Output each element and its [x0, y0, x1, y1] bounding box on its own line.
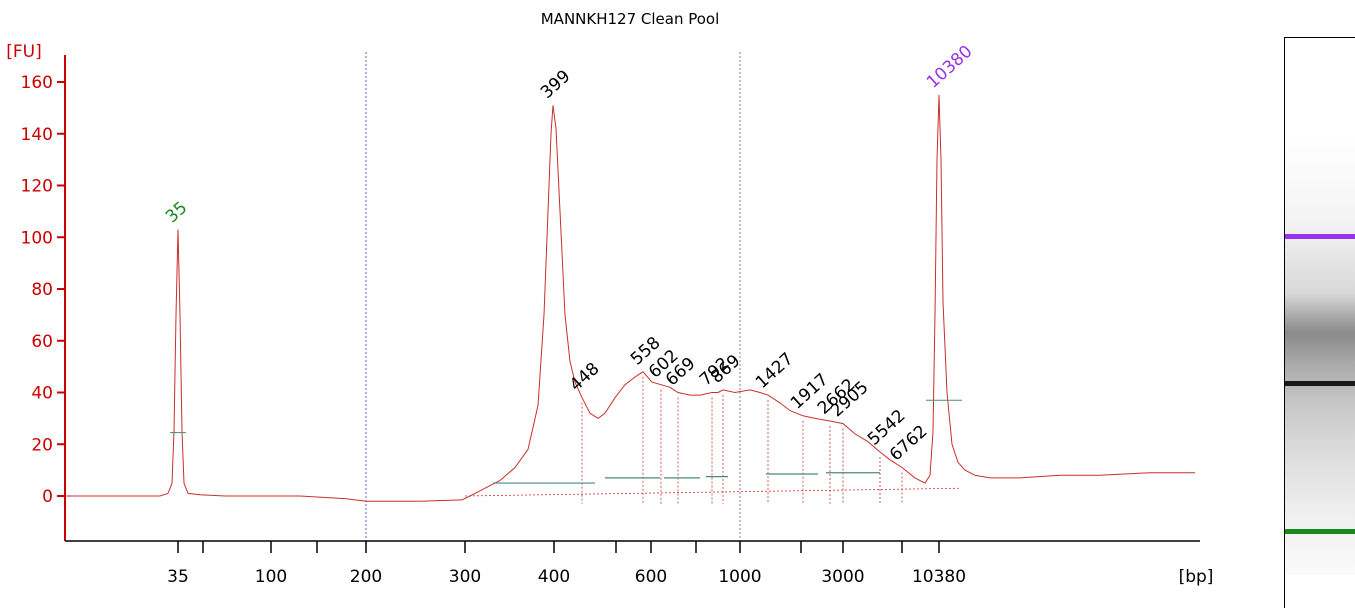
electropherogram-chart: MANNKH127 Clean Pool [FU] [bp] 0 20 40 60 80… — [6, 10, 1214, 587]
y-axis: 0 20 40 60 80 100 120 140 160 — [21, 55, 66, 541]
x-tick-label: 10380 — [912, 567, 966, 587]
y-tick-label: 60 — [31, 332, 53, 352]
x-axis: 35 100 200 300 400 600 1000 3000 10380 — [65, 540, 1200, 587]
gel-lane — [1285, 135, 1355, 575]
y-tick-label: 100 — [21, 228, 53, 248]
y-tick-label: 40 — [31, 384, 53, 404]
lower-marker-band — [1285, 529, 1355, 534]
x-axis-label: [bp] — [1179, 567, 1214, 587]
peak-label: 399 — [537, 66, 575, 103]
x-tick-label: 200 — [350, 567, 382, 587]
y-tick-label: 20 — [31, 435, 53, 455]
y-tick-label: 160 — [21, 73, 53, 93]
y-tick-label: 120 — [21, 177, 53, 197]
sample-peak-band — [1285, 381, 1355, 386]
y-axis-label: [FU] — [6, 42, 42, 62]
gel-smear — [1285, 135, 1355, 575]
y-tick-label: 140 — [21, 125, 53, 145]
electropherogram-trace — [65, 94, 1195, 504]
x-tick-label: 300 — [449, 567, 481, 587]
x-tick-label: 1000 — [718, 567, 761, 587]
x-tick-label: 35 — [167, 567, 189, 587]
gel-image-panel — [1284, 37, 1355, 608]
trace-line — [65, 94, 1195, 502]
chart-title: MANNKH127 Clean Pool — [541, 10, 720, 28]
y-tick-label: 0 — [42, 487, 53, 507]
peak-label: 35 — [162, 198, 191, 227]
x-tick-label: 100 — [255, 567, 287, 587]
x-tick-label: 600 — [635, 567, 667, 587]
peak-label: 448 — [566, 359, 604, 396]
x-tick-label: 3000 — [821, 567, 864, 587]
integration-baseline — [464, 487, 961, 497]
y-tick-label: 80 — [31, 280, 53, 300]
x-tick-label: 400 — [538, 567, 570, 587]
guide-lines — [365, 52, 741, 540]
peak-label: 1427 — [752, 349, 798, 393]
upper-marker-band — [1285, 234, 1355, 239]
peak-label: 10380 — [923, 42, 977, 93]
